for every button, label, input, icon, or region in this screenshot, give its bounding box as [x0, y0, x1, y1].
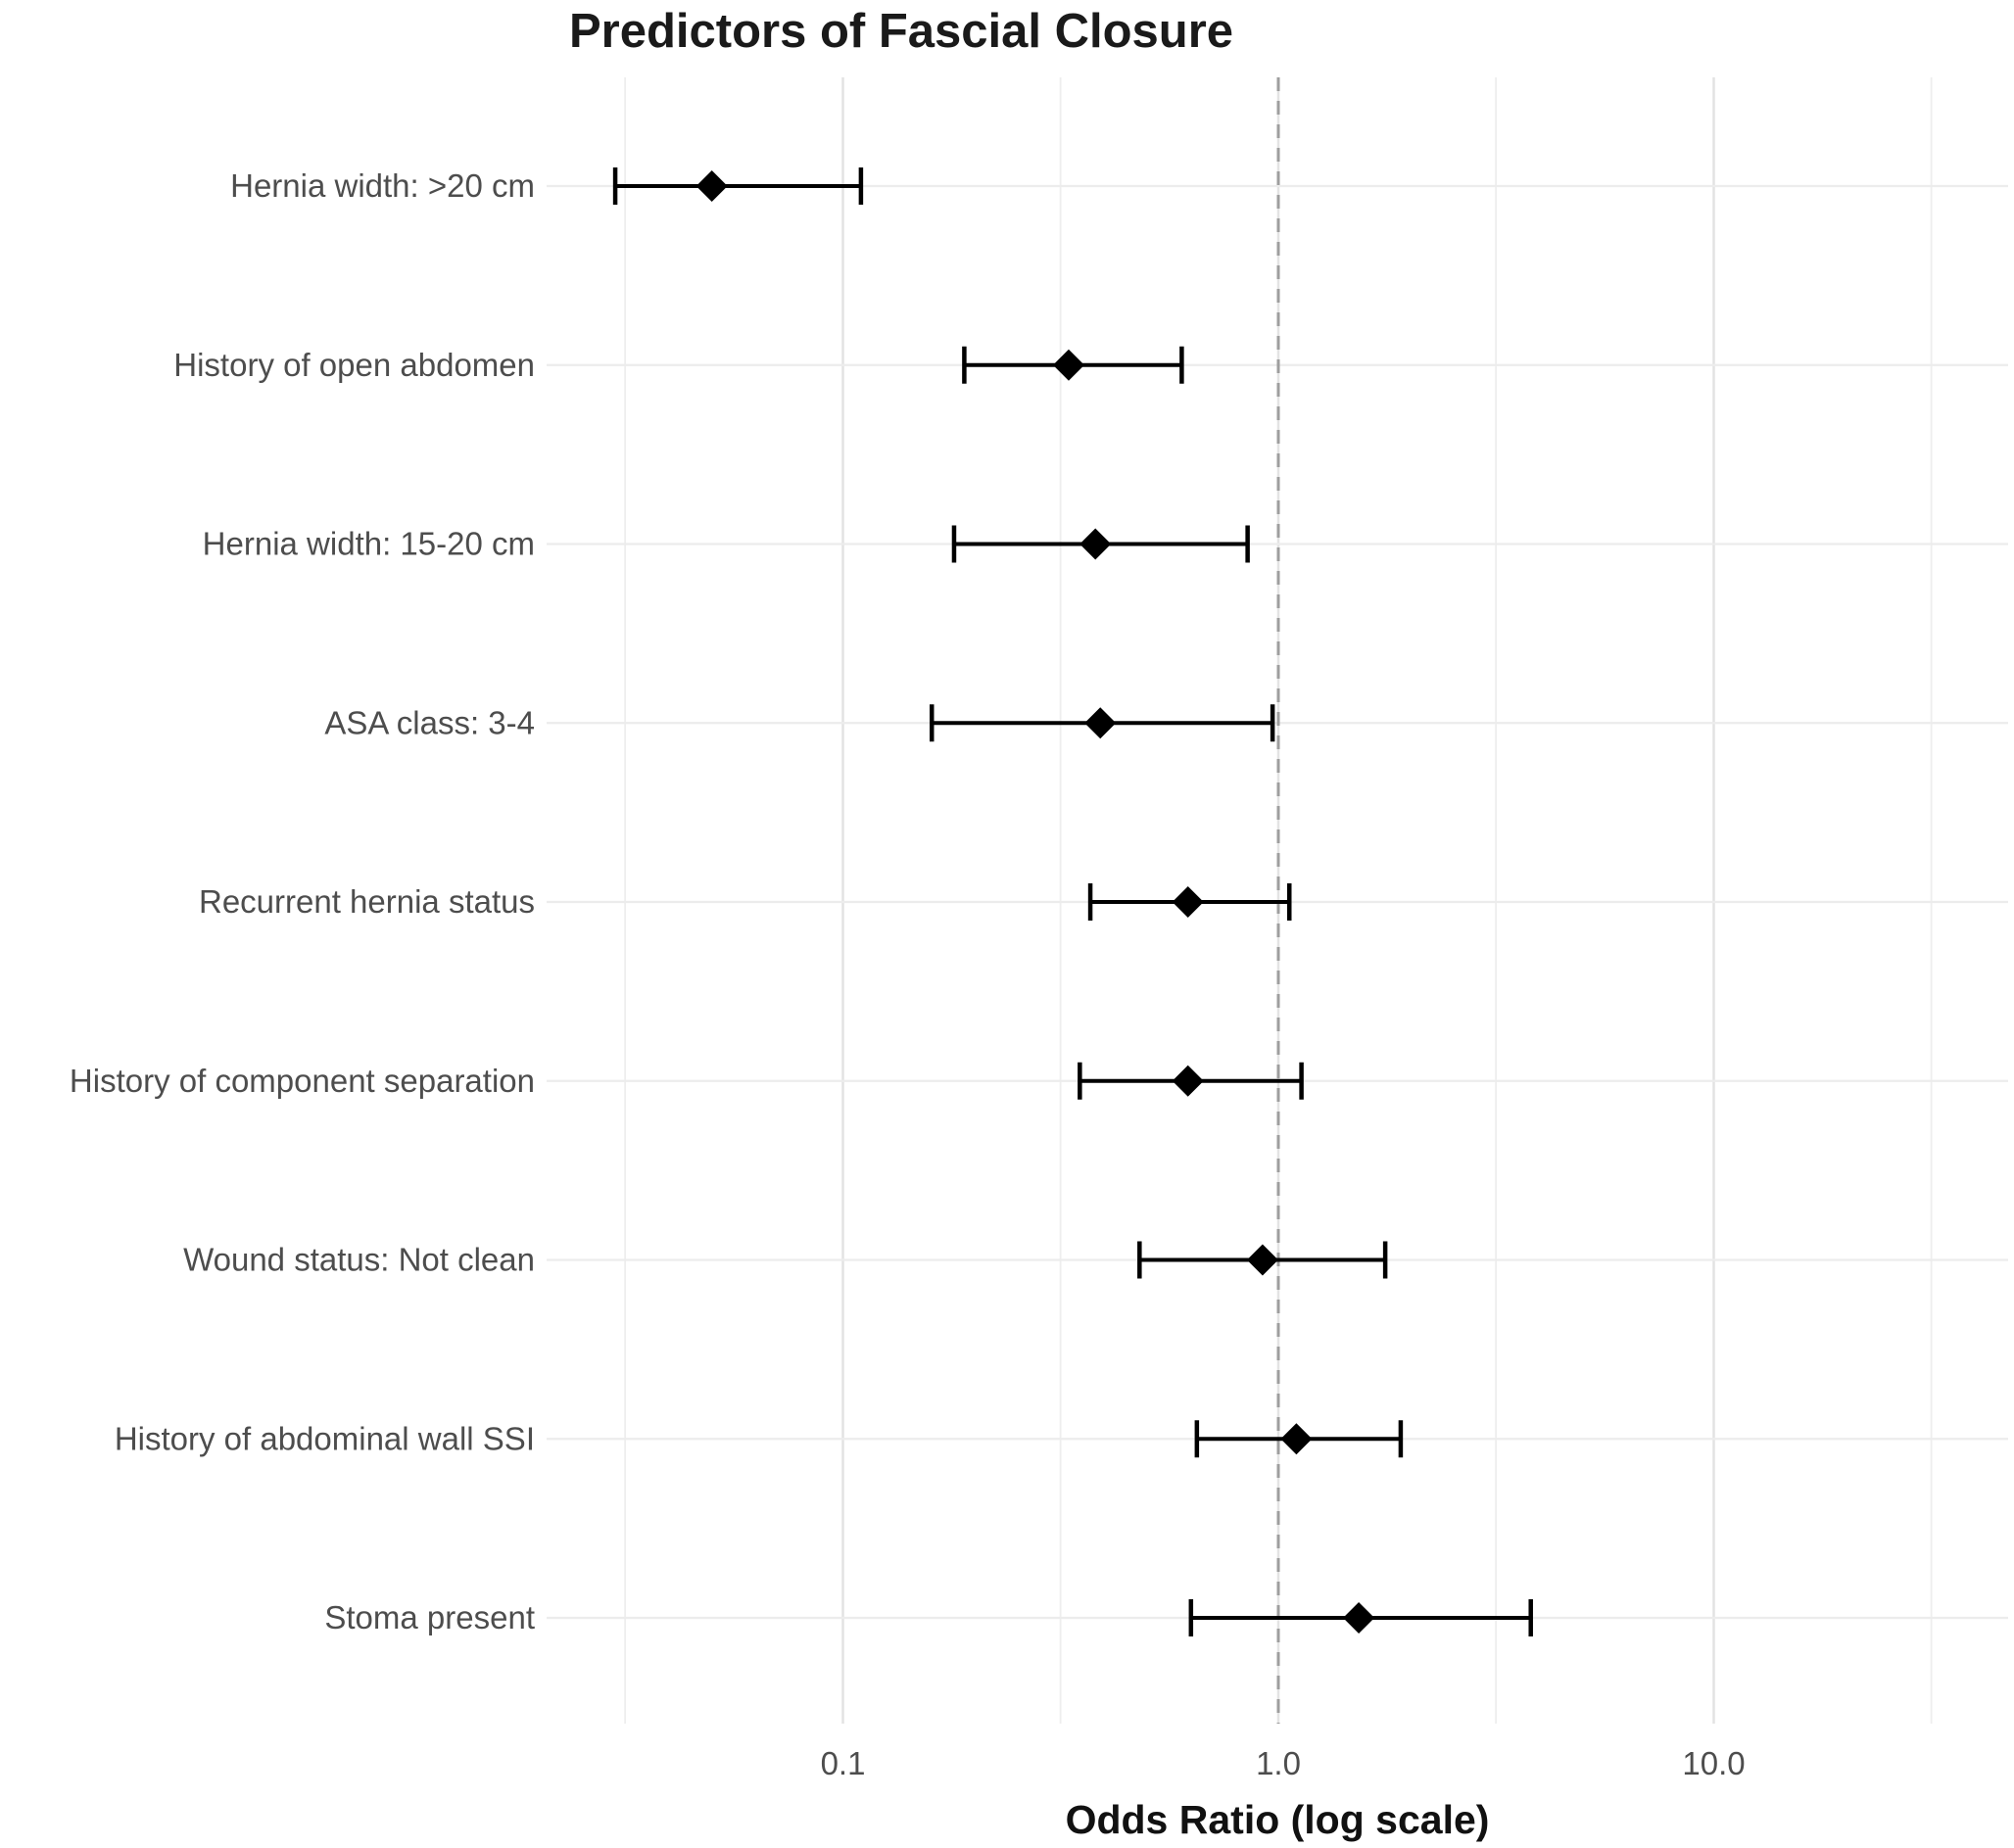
point-estimate-diamond	[1246, 1244, 1278, 1276]
x-axis-title: Odds Ratio (log scale)	[1066, 1797, 1490, 1842]
y-axis-label: Hernia width: 15-20 cm	[203, 526, 535, 562]
y-axis-label: ASA class: 3-4	[324, 704, 535, 740]
x-axis-tick-label: 0.1	[821, 1745, 866, 1781]
y-axis-label: History of abdominal wall SSI	[115, 1420, 535, 1456]
y-axis-label: History of component separation	[70, 1063, 535, 1099]
x-axis-tick-label: 1.0	[1256, 1745, 1301, 1781]
point-estimate-diamond	[1343, 1602, 1375, 1634]
point-estimate-diamond	[1079, 528, 1112, 560]
point-estimate-diamond	[1052, 349, 1084, 381]
y-axis-label: History of open abdomen	[173, 347, 535, 383]
plot-title: Predictors of Fascial Closure	[569, 5, 1233, 58]
y-axis-label: Recurrent hernia status	[199, 883, 535, 920]
data-layer	[612, 167, 1533, 1636]
y-axis-label: Stoma present	[324, 1599, 535, 1635]
x-axis-tick-label: 10.0	[1682, 1745, 1745, 1781]
y-axis-label: Wound status: Not clean	[183, 1242, 535, 1278]
point-estimate-diamond	[1084, 707, 1117, 739]
y-axis-label: Hernia width: >20 cm	[230, 167, 535, 204]
point-estimate-diamond	[695, 170, 728, 202]
point-estimate-diamond	[1172, 886, 1204, 918]
point-estimate-diamond	[1280, 1423, 1313, 1455]
axis-labels-layer: Hernia width: >20 cm History of open abdo…	[70, 167, 1746, 1781]
point-estimate-diamond	[1172, 1065, 1204, 1097]
